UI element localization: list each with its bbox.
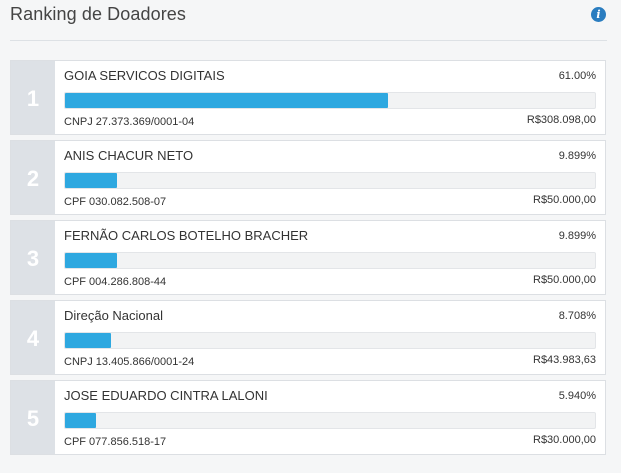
header-divider: [10, 40, 607, 41]
page-title: Ranking de Doadores: [10, 4, 187, 24]
share-bar-fill: [65, 253, 118, 268]
rank-number: 1: [11, 61, 55, 134]
panel-header: Ranking de Doadores i: [0, 0, 621, 42]
rank-number: 3: [11, 221, 55, 294]
donor-amount: R$50.000,00: [533, 274, 596, 286]
share-bar-fill: [65, 333, 112, 348]
donor-document: CNPJ 27.373.369/0001-04: [64, 116, 195, 128]
donor-percent: 9.899%: [558, 150, 596, 162]
share-bar-fill: [65, 173, 118, 188]
donor-document: CPF 004.286.808-44: [64, 276, 167, 288]
info-icon[interactable]: i: [591, 7, 606, 22]
donor-amount: R$308.098,00: [526, 114, 596, 126]
donor-name: FERNÃO CARLOS BOTELHO BRACHER: [64, 228, 309, 243]
rank-number: 5: [11, 381, 55, 454]
share-bar-track: [64, 412, 596, 429]
donor-percent: 9.899%: [558, 230, 596, 242]
share-bar-track: [64, 92, 596, 109]
donor-percent: 8.708%: [558, 310, 596, 322]
share-bar-track: [64, 252, 596, 269]
share-bar-track: [64, 332, 596, 349]
donor-percent: 5.940%: [558, 390, 596, 402]
donor-amount: R$50.000,00: [533, 194, 596, 206]
donor-name: Direção Nacional: [64, 308, 163, 323]
donor-document: CPF 030.082.508-07: [64, 196, 167, 208]
donor-card-3: 3 FERNÃO CARLOS BOTELHO BRACHER 9.899% C…: [10, 220, 606, 295]
donor-name: JOSE EDUARDO CINTRA LALONI: [64, 388, 268, 403]
donor-card-1: 1 GOIA SERVICOS DIGITAIS 61.00% CNPJ 27.…: [10, 60, 606, 135]
donor-percent: 61.00%: [558, 70, 596, 82]
donor-name: GOIA SERVICOS DIGITAIS: [64, 68, 225, 83]
donor-card-2: 2 ANIS CHACUR NETO 9.899% CPF 030.082.50…: [10, 140, 606, 215]
donor-amount: R$43.983,63: [533, 354, 596, 366]
donor-name: ANIS CHACUR NETO: [64, 148, 194, 163]
donor-document: CPF 077.856.518-17: [64, 436, 167, 448]
rank-number: 4: [11, 301, 55, 374]
donor-document: CNPJ 13.405.866/0001-24: [64, 356, 195, 368]
share-bar-fill: [65, 413, 97, 428]
donor-amount: R$30.000,00: [533, 434, 596, 446]
rank-number: 2: [11, 141, 55, 214]
donor-card-5: 5 JOSE EDUARDO CINTRA LALONI 5.940% CPF …: [10, 380, 606, 455]
share-bar-fill: [65, 93, 389, 108]
share-bar-track: [64, 172, 596, 189]
donor-card-4: 4 Direção Nacional 8.708% CNPJ 13.405.86…: [10, 300, 606, 375]
